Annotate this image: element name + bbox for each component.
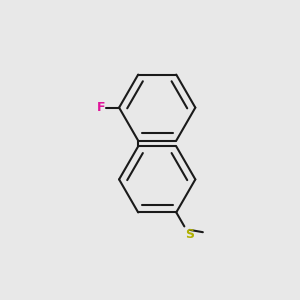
Text: F: F xyxy=(97,101,105,114)
Text: S: S xyxy=(185,228,194,241)
